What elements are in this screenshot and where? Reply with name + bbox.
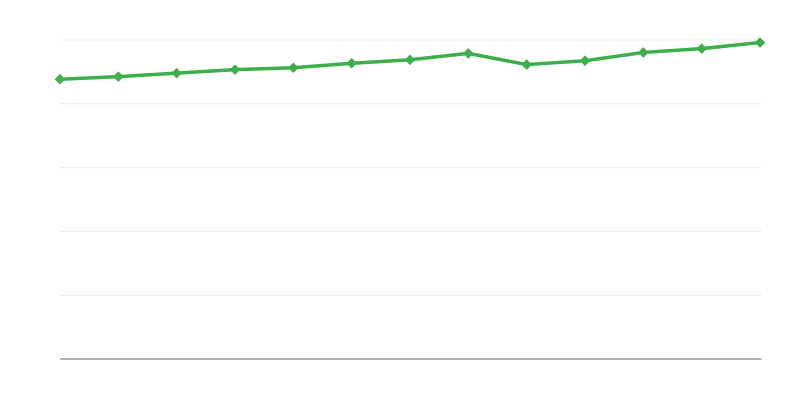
data-point-marker[interactable] (696, 43, 707, 54)
data-point-marker[interactable] (113, 71, 124, 82)
data-point-marker[interactable] (463, 48, 474, 59)
data-point-marker[interactable] (54, 73, 66, 85)
data-point-marker[interactable] (229, 64, 241, 75)
data-point-marker[interactable] (404, 54, 416, 66)
data-point-marker[interactable] (754, 37, 766, 48)
data-point-marker[interactable] (288, 62, 299, 74)
data-point-marker[interactable] (346, 57, 357, 69)
gridlines-group (60, 39, 762, 360)
series-markers-group (54, 37, 766, 85)
data-point-marker[interactable] (638, 47, 649, 58)
data-point-marker[interactable] (579, 55, 591, 67)
data-point-marker[interactable] (171, 67, 182, 79)
data-point-marker[interactable] (521, 59, 532, 70)
